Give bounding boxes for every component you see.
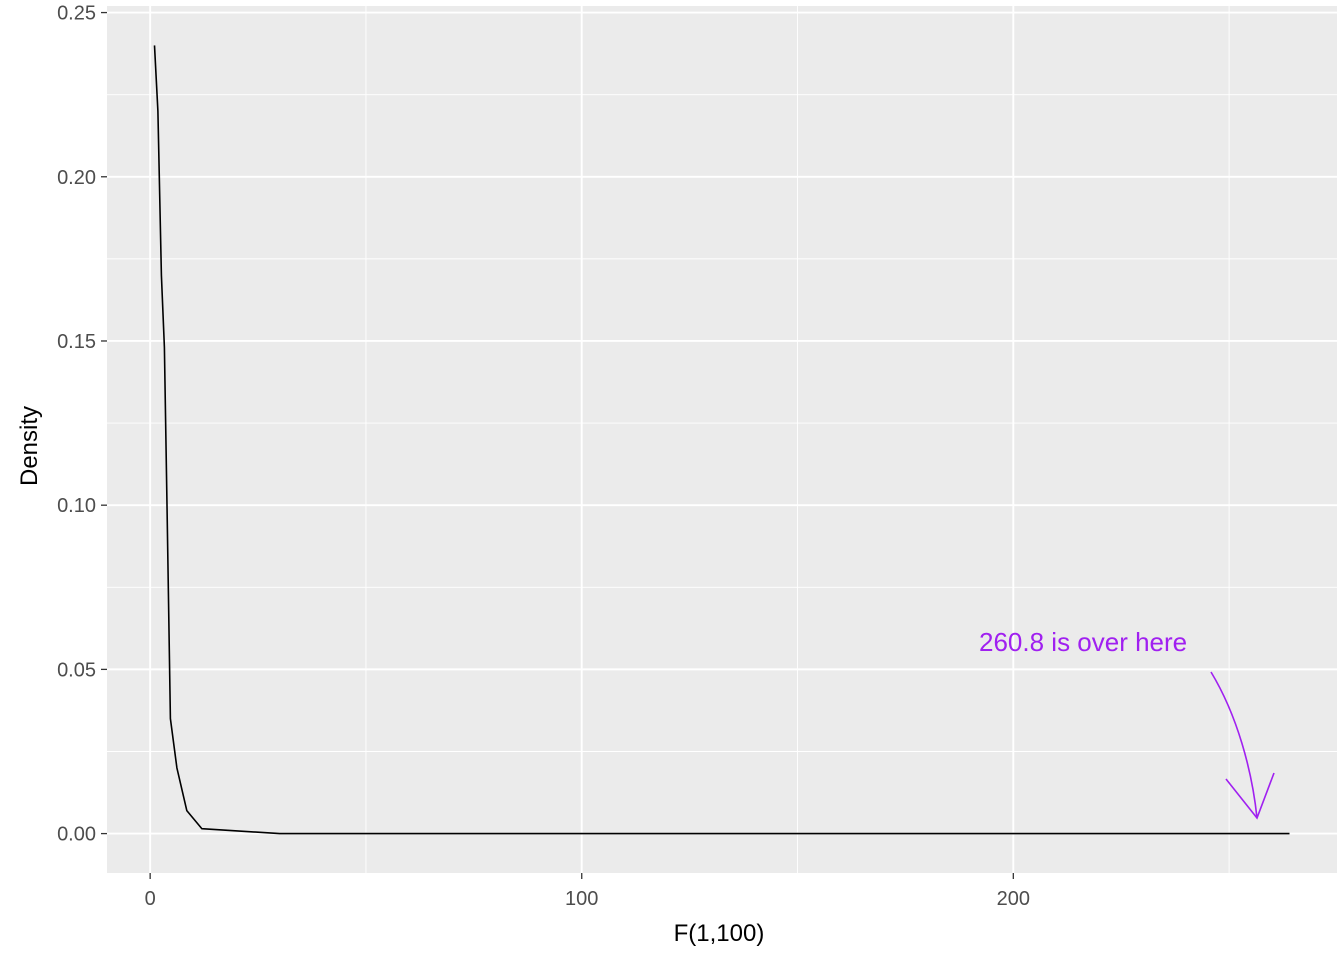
y-axis-title: Density — [16, 406, 43, 486]
x-axis: 0 100 200 — [145, 873, 1030, 910]
y-tick-label: 0.10 — [57, 495, 96, 517]
y-tick-label: 0.00 — [57, 824, 96, 846]
annotation-label: 260.8 is over here — [979, 627, 1187, 657]
y-tick-label: 0.15 — [57, 331, 96, 353]
y-tick-label: 0.05 — [57, 659, 96, 681]
annotation-arrow — [1210, 671, 1258, 819]
density-curve — [153, 45, 1290, 835]
x-tick-label: 200 — [997, 888, 1030, 910]
annotation-arrowhead — [1225, 772, 1275, 820]
x-tick-label: 0 — [145, 888, 156, 910]
y-axis: 0.00 0.05 0.10 0.15 0.20 0.25 — [57, 3, 107, 846]
y-tick-label: 0.20 — [57, 167, 96, 189]
y-tick-label: 0.25 — [57, 3, 96, 25]
x-axis-title: F(1,100) — [674, 920, 765, 947]
series-layer — [153, 45, 1290, 835]
annotation-layer: 260.8 is over here — [979, 627, 1275, 820]
minor-gridlines — [107, 6, 1337, 873]
x-tick-label: 100 — [565, 888, 598, 910]
panel-background — [107, 6, 1337, 873]
